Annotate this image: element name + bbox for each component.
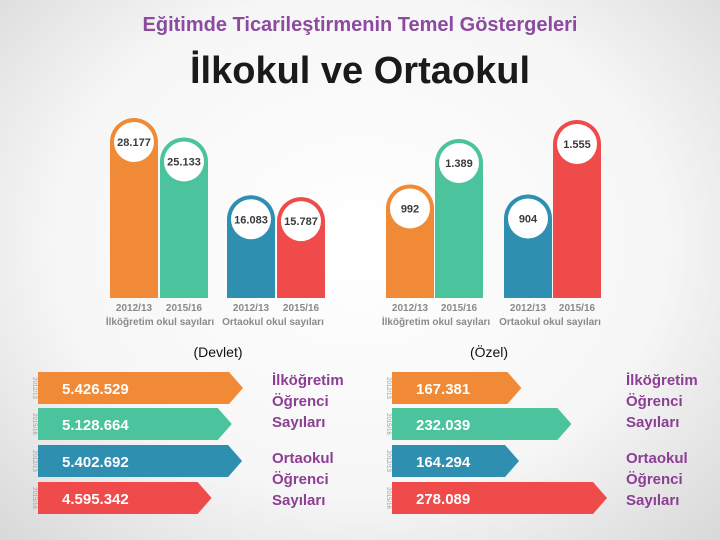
bar-0-0 [110, 118, 158, 298]
bar-group-label: Ortaokul okul sayıları [499, 317, 601, 328]
bar-value-label: 1.389 [445, 158, 473, 170]
hbar-group-label-line: Ortaokul [626, 450, 688, 467]
bar-value-label: 28.177 [117, 137, 151, 149]
hbar-group-label-line: Öğrenci [272, 471, 329, 488]
bar-cap-0-2 [231, 199, 271, 240]
bar-category-label: 2015/16 [283, 303, 320, 314]
bar-value-label: 25.133 [167, 156, 201, 168]
hbar-value-label: 278.089 [416, 491, 470, 508]
bar-category-label: 2012/13 [233, 303, 270, 314]
hbar-year-label: 2012/13 [31, 377, 37, 399]
hbar-value-label: 4.595.342 [62, 491, 129, 508]
hbar-year-label: 2015/16 [385, 487, 391, 509]
bar-cap-0-1 [164, 141, 204, 182]
bar-value-label: 992 [401, 203, 419, 215]
hbar-group-label: İlköğretim Öğrenci Sayıları [272, 372, 344, 431]
bar-0-1 [160, 137, 208, 298]
hbar-0-0 [38, 372, 243, 404]
hbar-group-label-line: Öğrenci [626, 393, 683, 410]
panel-title-ozel: (Özel) [470, 343, 508, 360]
hbar-1-2 [392, 445, 520, 477]
bar-cap-1-0 [390, 188, 430, 229]
hbar-value-label: 5.128.664 [62, 417, 129, 434]
bar-group-label: İlköğretim okul sayıları [106, 315, 215, 328]
bar-value-label: 1.555 [563, 139, 591, 151]
hbar-group-label-line: Sayıları [626, 414, 679, 431]
hbar-group-label: Ortaokul Öğrenci Sayıları [272, 450, 334, 509]
bar-cap-1-3 [557, 124, 597, 164]
hbar-year-label: 2012/13 [385, 377, 391, 399]
bar-group-label: Ortaokul okul sayıları [222, 317, 324, 328]
bar-cap-0-0 [114, 122, 154, 162]
hbar-group-label-line: Sayıları [272, 492, 325, 509]
hbar-group-label-line: Sayıları [272, 414, 325, 431]
bar-value-label: 904 [519, 214, 538, 226]
hbar-year-label: 2015/16 [31, 413, 37, 435]
hbar-1-0 [392, 372, 522, 404]
bar-value-label: 15.787 [284, 216, 318, 228]
hbar-0-3 [38, 482, 212, 514]
bar-group-label: İlköğretim okul sayıları [382, 315, 491, 328]
infographic-subtitle: İlkokul ve Ortaokul [190, 50, 530, 92]
hbar-group-label: İlköğretim Öğrenci Sayıları [626, 372, 698, 431]
hbar-value-label: 5.402.692 [62, 454, 129, 471]
bar-category-label: 2015/16 [166, 303, 203, 314]
hbar-group-label-line: İlköğretim [272, 372, 344, 389]
hbar-0-1 [38, 408, 232, 440]
hbar-group-label-line: Öğrenci [272, 393, 329, 410]
bar-category-label: 2012/13 [392, 303, 429, 314]
bar-cap-1-1 [439, 143, 479, 184]
bar-category-label: 2015/16 [441, 303, 478, 314]
bar-category-label: 2015/16 [559, 303, 596, 314]
hbar-year-label: 2012/13 [31, 450, 37, 472]
hbar-1-3 [392, 482, 607, 514]
hbar-value-label: 232.039 [416, 417, 470, 434]
bar-cap-1-2 [508, 198, 548, 239]
hbar-group-label-line: Ortaokul [272, 450, 334, 467]
bar-category-label: 2012/13 [116, 303, 153, 314]
panel-title-devlet: (Devlet) [193, 344, 242, 360]
hbar-1-1 [392, 408, 572, 440]
hbar-value-label: 167.381 [416, 381, 470, 398]
hbar-group-label-line: Sayıları [626, 492, 679, 509]
hbar-year-label: 2012/13 [385, 450, 391, 472]
hbar-year-label: 2015/16 [385, 413, 391, 435]
hbar-value-label: 5.426.529 [62, 381, 129, 398]
hbar-group-label-line: Öğrenci [626, 471, 683, 488]
infographic-title: Eğitimde Ticarileştirmenin Temel Gösterg… [142, 14, 578, 36]
hbar-value-label: 164.294 [416, 454, 471, 471]
bar-category-label: 2012/13 [510, 303, 547, 314]
bar-value-label: 16.083 [234, 214, 268, 226]
bar-cap-0-3 [281, 201, 321, 242]
hbar-group-label-line: İlköğretim [626, 372, 698, 389]
hbar-group-label: Ortaokul Öğrenci Sayıları [626, 450, 688, 509]
bar-1-3 [553, 120, 601, 298]
hbar-0-2 [38, 445, 243, 477]
hbar-year-label: 2015/16 [31, 487, 37, 509]
